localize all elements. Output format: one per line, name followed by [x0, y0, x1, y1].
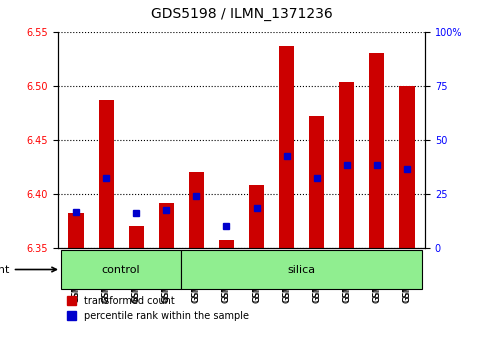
- Text: GDS5198 / ILMN_1371236: GDS5198 / ILMN_1371236: [151, 7, 332, 21]
- Text: GSM665774: GSM665774: [132, 252, 141, 303]
- Bar: [249, 185, 264, 248]
- Legend: transformed count, percentile rank within the sample: transformed count, percentile rank withi…: [63, 292, 253, 325]
- Bar: [309, 116, 324, 248]
- Bar: [159, 202, 174, 248]
- Bar: [219, 240, 234, 248]
- Text: silica: silica: [287, 264, 316, 274]
- Text: GSM665770: GSM665770: [282, 252, 291, 303]
- Bar: [279, 46, 294, 248]
- Bar: [189, 172, 204, 248]
- Text: GSM665785: GSM665785: [342, 252, 351, 303]
- Text: GSM665788: GSM665788: [162, 252, 171, 303]
- Text: GSM665792: GSM665792: [372, 252, 382, 303]
- Bar: [128, 226, 144, 248]
- Text: GSM665769: GSM665769: [252, 252, 261, 303]
- Bar: [399, 86, 414, 248]
- Bar: [339, 81, 355, 248]
- Text: GSM665754: GSM665754: [222, 252, 231, 303]
- Text: GSM665771: GSM665771: [101, 252, 111, 303]
- Bar: [181, 250, 422, 289]
- Bar: [69, 213, 84, 248]
- Bar: [369, 53, 384, 248]
- Text: GSM665793: GSM665793: [402, 252, 412, 303]
- Text: agent: agent: [0, 264, 57, 274]
- Text: GSM665750: GSM665750: [192, 252, 201, 303]
- Text: GSM665775: GSM665775: [312, 252, 321, 303]
- Bar: [61, 250, 181, 289]
- Text: control: control: [102, 264, 141, 274]
- Text: GSM665761: GSM665761: [71, 252, 81, 303]
- Bar: [99, 100, 114, 248]
